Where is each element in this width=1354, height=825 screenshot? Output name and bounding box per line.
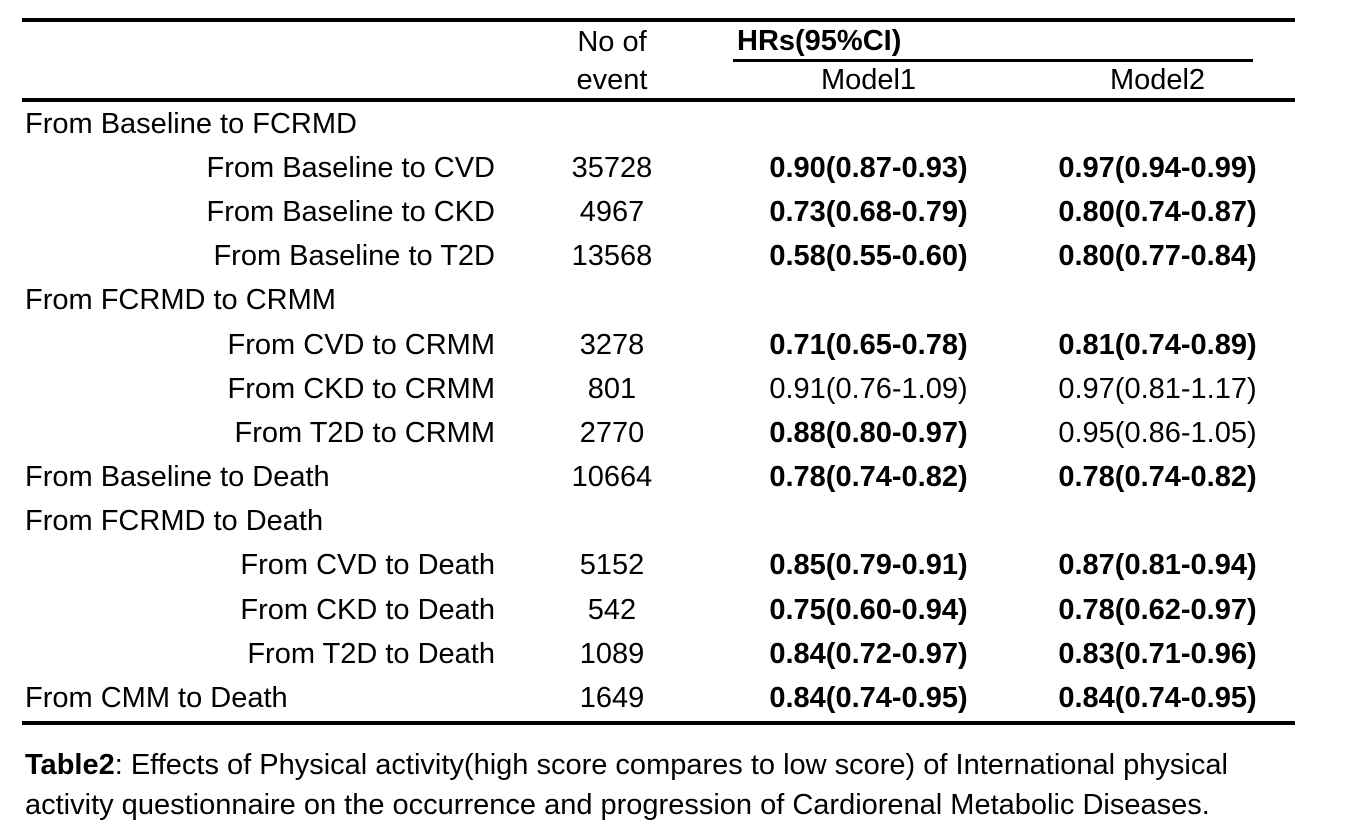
header-row-2: event Model1 Model2 [22, 62, 1295, 100]
col-header-model1: Model1 [820, 63, 917, 96]
transition-label: From FCRMD to CRMM [25, 284, 336, 317]
model2-hr [1020, 500, 1295, 544]
model1-hr [717, 279, 1020, 323]
transition-label: From FCRMD to Death [25, 505, 324, 538]
model1-hr: 0.73(0.68-0.79) [769, 195, 968, 228]
table-row-transition: From CKD to CRMM 801 0.91(0.76-1.09) 0.97(0… [22, 367, 1295, 411]
model1-hr: 0.88(0.80-0.97) [769, 416, 968, 449]
event-count: 542 [587, 593, 637, 626]
event-count [507, 500, 717, 544]
header-row-1: No of HRs(95%CI) [22, 20, 1295, 62]
model2-hr: 0.84(0.74-0.95) [1058, 682, 1257, 715]
table-row-group: From Baseline to Death 10664 0.78(0.74-0.8… [22, 456, 1295, 500]
event-count [507, 279, 717, 323]
event-count: 801 [587, 372, 637, 405]
event-count [507, 100, 717, 146]
table-row-group: From FCRMD to Death [22, 500, 1295, 544]
event-count: 2770 [579, 416, 645, 449]
model1-hr: 0.90(0.87-0.93) [769, 151, 968, 184]
event-count: 4967 [579, 195, 645, 228]
transition-label: From Baseline to FCRMD [25, 107, 357, 140]
model2-hr: 0.87(0.81-0.94) [1058, 549, 1257, 582]
event-count: 1089 [579, 637, 645, 670]
col-header-hrs-group: HRs(95%CI) [717, 20, 1295, 62]
hrs-group-underline: HRs(95%CI) [733, 23, 1253, 62]
model1-hr: 0.84(0.74-0.95) [769, 682, 968, 715]
hrs-group-label: HRs(95%CI) [737, 24, 902, 57]
model2-hr: 0.78(0.62-0.97) [1058, 593, 1257, 626]
model2-hr: 0.78(0.74-0.82) [1058, 461, 1257, 494]
transition-label: From Baseline to T2D [213, 240, 495, 273]
transition-label: From CKD to Death [240, 593, 495, 626]
col-header-empty [22, 20, 507, 62]
model1-hr [717, 500, 1020, 544]
table-row-transition: From Baseline to CKD 4967 0.73(0.68-0.79) 0… [22, 190, 1295, 234]
table-row-transition: From T2D to Death 1089 0.84(0.72-0.97) 0.83… [22, 632, 1295, 676]
model2-hr: 0.97(0.81-1.17) [1058, 372, 1257, 405]
caption-line2: activity questionnaire on the occurrence… [25, 788, 1210, 821]
transition-label: From Baseline to Death [25, 461, 330, 494]
table-row-group: From FCRMD to CRMM [22, 279, 1295, 323]
table-row-transition: From Baseline to CVD 35728 0.90(0.87-0.93)… [22, 146, 1295, 190]
table-body: From Baseline to FCRMD From Baseline to C… [22, 100, 1295, 723]
transition-label: From T2D to CRMM [234, 416, 495, 449]
event-count: 3278 [579, 328, 645, 361]
event-count: 13568 [571, 240, 653, 273]
caption-line1: : Effects of Physical activity(high scor… [114, 748, 1228, 781]
table-row-transition: From CKD to Death 542 0.75(0.60-0.94) 0.78(… [22, 588, 1295, 632]
col-header-empty-2 [22, 62, 507, 100]
model2-hr: 0.81(0.74-0.89) [1058, 328, 1257, 361]
model1-hr: 0.71(0.65-0.78) [769, 328, 968, 361]
model2-hr: 0.80(0.77-0.84) [1058, 240, 1257, 273]
model1-hr: 0.58(0.55-0.60) [769, 240, 968, 273]
table-row-transition: From T2D to CRMM 2770 0.88(0.80-0.97) 0.95(… [22, 411, 1295, 455]
table-row-transition: From Baseline to T2D 13568 0.58(0.55-0.60)… [22, 235, 1295, 279]
model1-hr: 0.84(0.72-0.97) [769, 637, 968, 670]
table-row-group: From CMM to Death 1649 0.84(0.74-0.95) 0.84… [22, 676, 1295, 722]
model1-hr: 0.75(0.60-0.94) [769, 593, 968, 626]
event-count: 1649 [579, 682, 645, 715]
table-row-transition: From CVD to Death 5152 0.85(0.79-0.91) 0.87… [22, 544, 1295, 588]
col-header-no-of: No of [577, 25, 647, 58]
event-count: 5152 [579, 549, 645, 582]
transition-label: From Baseline to CVD [206, 151, 496, 184]
model1-hr: 0.91(0.76-1.09) [769, 372, 968, 405]
caption-label: Table2 [25, 748, 115, 781]
table-header: No of HRs(95%CI) event Model1 Model2 [22, 20, 1295, 100]
table-caption: Table2: Effects of Physical activity(hig… [25, 745, 1354, 825]
event-count: 35728 [571, 151, 653, 184]
col-header-model2: Model2 [1109, 63, 1206, 96]
transition-label: From CVD to CRMM [227, 328, 495, 361]
event-count: 10664 [571, 461, 653, 494]
transition-label: From CMM to Death [25, 682, 288, 715]
transition-label: From CKD to CRMM [227, 372, 495, 405]
model2-hr [1020, 279, 1295, 323]
model2-hr: 0.83(0.71-0.96) [1058, 637, 1257, 670]
transition-label: From Baseline to CKD [206, 195, 496, 228]
model2-hr [1020, 100, 1295, 146]
model2-hr: 0.97(0.94-0.99) [1058, 151, 1257, 184]
table-row-group: From Baseline to FCRMD [22, 100, 1295, 146]
table-row-transition: From CVD to CRMM 3278 0.71(0.65-0.78) 0.81(… [22, 323, 1295, 367]
transition-label: From CVD to Death [240, 549, 495, 582]
model2-hr: 0.95(0.86-1.05) [1058, 416, 1257, 449]
col-header-event: event [576, 63, 648, 96]
model1-hr [717, 100, 1020, 146]
model1-hr: 0.78(0.74-0.82) [769, 461, 968, 494]
model2-hr: 0.80(0.74-0.87) [1058, 195, 1257, 228]
results-table: No of HRs(95%CI) event Model1 Model2 Fro… [22, 18, 1295, 725]
model1-hr: 0.85(0.79-0.91) [769, 549, 968, 582]
transition-label: From T2D to Death [247, 637, 495, 670]
